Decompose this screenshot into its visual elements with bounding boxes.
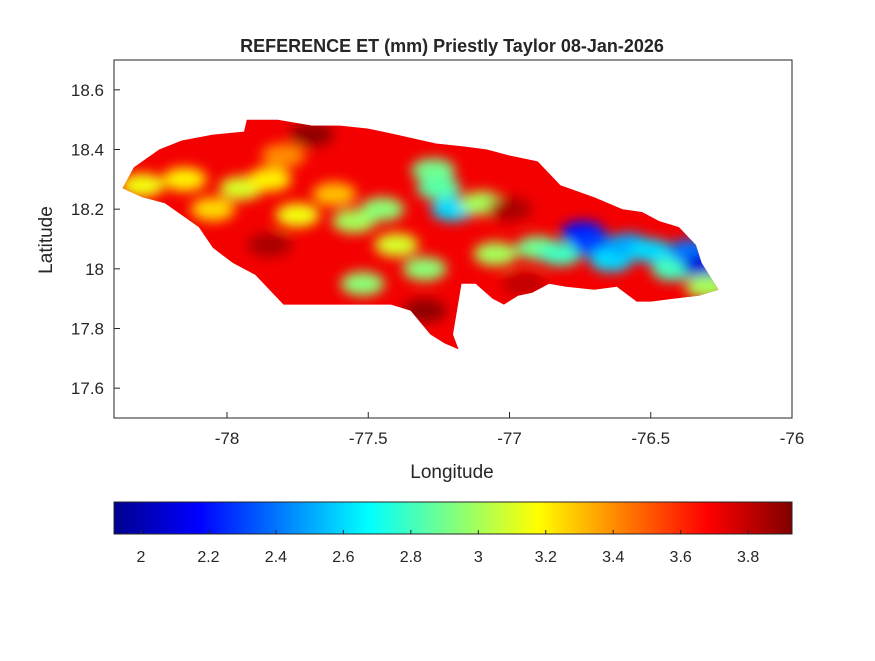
colorbar-gradient bbox=[113, 501, 793, 535]
colorbar-tick-label: 3.6 bbox=[670, 549, 692, 566]
y-tick-label: 18.6 bbox=[71, 81, 104, 100]
x-tick-label: -77 bbox=[497, 429, 522, 448]
y-tick-label: 17.8 bbox=[71, 320, 104, 339]
x-axis-ticks: -78 -77.5 -77 -76.5 -76 bbox=[215, 412, 805, 448]
field-patch bbox=[360, 197, 405, 222]
field-patch bbox=[247, 167, 292, 192]
colorbar-tick-label: 3.8 bbox=[737, 549, 759, 566]
field-patch bbox=[374, 232, 419, 257]
field-patch bbox=[247, 232, 292, 257]
y-tick-label: 17.6 bbox=[71, 379, 104, 398]
colorbar-tick-label: 2 bbox=[137, 549, 146, 566]
colorbar-ticks: 2 2.2 2.4 2.6 2.8 3 3.2 3.4 3.6 3.8 bbox=[137, 530, 759, 566]
field-patch bbox=[122, 173, 165, 198]
colorbar-tick-label: 2.4 bbox=[265, 549, 287, 566]
colorbar-tick-label: 3.4 bbox=[602, 549, 624, 566]
field-patch bbox=[487, 197, 532, 222]
y-tick-label: 18.4 bbox=[71, 141, 104, 160]
field-patch bbox=[628, 238, 673, 263]
field-patch bbox=[538, 241, 583, 266]
x-axis-label: Longitude bbox=[410, 462, 493, 483]
field-patch bbox=[261, 143, 306, 168]
field-patch bbox=[411, 158, 456, 183]
colorbar: 2 2.2 2.4 2.6 2.8 3 3.2 3.4 3.6 3.8 bbox=[113, 501, 793, 566]
x-tick-label: -76 bbox=[780, 429, 805, 448]
x-tick-label: -76.5 bbox=[631, 429, 670, 448]
field-patch bbox=[402, 256, 447, 281]
plot-area: -78 -77.5 -77 -76.5 -76 17.6 17.8 18 18.2 18.4 18… bbox=[71, 59, 805, 448]
field-patch bbox=[275, 203, 320, 228]
field-patch bbox=[340, 271, 385, 296]
colorbar-tick-label: 2.2 bbox=[197, 549, 219, 566]
field-patch bbox=[312, 182, 357, 207]
x-tick-label: -77.5 bbox=[349, 429, 388, 448]
x-tick-label: -78 bbox=[215, 429, 240, 448]
field-patch bbox=[416, 176, 461, 201]
chart-title: REFERENCE ET (mm) Priestly Taylor 08-Jan… bbox=[240, 36, 664, 56]
y-axis-ticks: 17.6 17.8 18 18.2 18.4 18.6 bbox=[71, 81, 120, 398]
colorbar-tick-label: 2.6 bbox=[332, 549, 354, 566]
field-patch bbox=[162, 167, 207, 192]
colorbar-tick-label: 3 bbox=[474, 549, 483, 566]
colorbar-tick-label: 2.8 bbox=[400, 549, 422, 566]
field-patch bbox=[473, 241, 518, 266]
y-tick-label: 18 bbox=[85, 260, 104, 279]
y-axis-label: Latitude bbox=[36, 206, 57, 274]
y-tick-label: 18.2 bbox=[71, 200, 104, 219]
field-patch bbox=[501, 271, 546, 296]
field-patch bbox=[190, 197, 235, 222]
colorbar-tick-label: 3.2 bbox=[535, 549, 557, 566]
field-patch bbox=[289, 122, 334, 147]
